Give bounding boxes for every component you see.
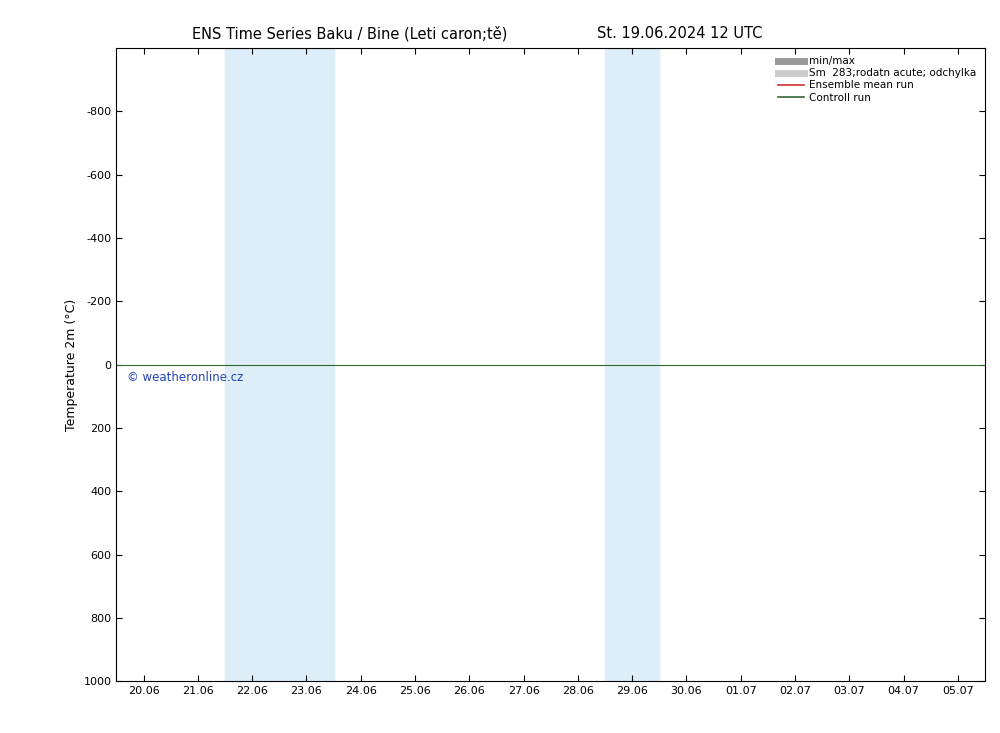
- Bar: [225, 48, 334, 681]
- Text: © weatheronline.cz: © weatheronline.cz: [127, 371, 244, 384]
- Bar: [605, 48, 659, 681]
- Y-axis label: Temperature 2m (°C): Temperature 2m (°C): [65, 298, 78, 431]
- Text: ENS Time Series Baku / Bine (Leti caron;tě): ENS Time Series Baku / Bine (Leti caron;…: [192, 26, 508, 41]
- Legend: min/max, Sm  283;rodatn acute; odchylka, Ensemble mean run, Controll run: min/max, Sm 283;rodatn acute; odchylka, …: [775, 54, 980, 106]
- Text: St. 19.06.2024 12 UTC: St. 19.06.2024 12 UTC: [597, 26, 763, 40]
